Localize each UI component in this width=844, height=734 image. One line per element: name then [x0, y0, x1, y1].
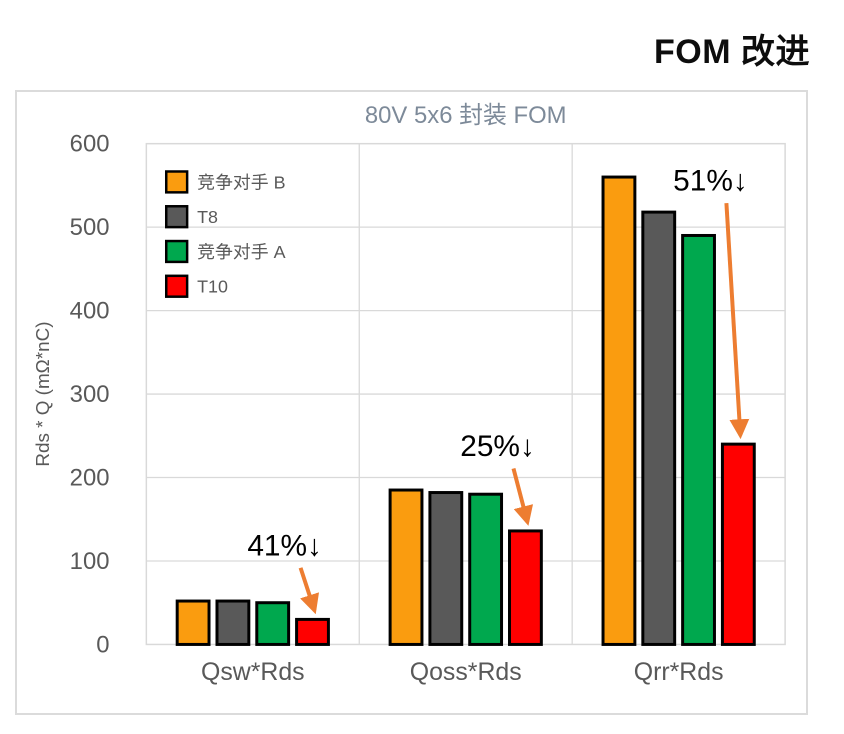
legend: 竞争对手 B T8 竞争对手 A T10: [164, 170, 286, 298]
annotation-arrow: [724, 202, 750, 440]
bar-竞争对手 B-Qsw*Rds: [175, 599, 211, 646]
legend-swatch-icon: [164, 205, 189, 229]
legend-label: 竞争对手 A: [197, 242, 286, 262]
page-title: FOM 改进: [654, 33, 810, 71]
legend-swatch-icon: [164, 274, 189, 298]
y-tick-label: 300: [70, 381, 110, 408]
chart-container: 80V 5x6 封装 FOM Rds * Q (mΩ*nC) 0 100 200 300 4…: [15, 90, 808, 715]
bar-T10-Qoss*Rds: [508, 529, 543, 646]
legend-item: 竞争对手 A: [164, 239, 286, 264]
annotation-arrow: [511, 467, 534, 526]
annotation-arrow: [298, 567, 320, 615]
bar-T10-Qsw*Rds: [295, 617, 330, 646]
bar-竞争对手 A-Qsw*Rds: [255, 601, 291, 646]
bar-T10-Qrr*Rds: [720, 442, 756, 646]
chart-title: 80V 5x6 封装 FOM: [365, 102, 567, 129]
bar-T8-Qoss*Rds: [428, 491, 464, 646]
y-axis-label: Rds * Q (mΩ*nC): [33, 322, 54, 467]
legend-swatch-icon: [164, 170, 189, 194]
bar-T8-Qsw*Rds: [215, 599, 251, 646]
legend-label: 竞争对手 B: [197, 172, 285, 192]
legend-item: 竞争对手 B: [164, 170, 286, 194]
bar-T8-Qrr*Rds: [641, 210, 677, 646]
fom-bar-chart: 80V 5x6 封装 FOM Rds * Q (mΩ*nC) 0 100 200 300 4…: [33, 102, 786, 686]
bar-竞争对手 A-Qrr*Rds: [681, 233, 716, 646]
annotation-label: 41%↓: [247, 529, 322, 562]
y-tick-label: 600: [70, 131, 110, 158]
x-category-label: Qrr*Rds: [634, 659, 724, 686]
legend-item: T10: [164, 274, 228, 298]
legend-item: T8: [164, 205, 218, 229]
legend-swatch-icon: [164, 239, 189, 264]
legend-label: T8: [197, 207, 218, 227]
plot-border: [145, 142, 786, 646]
bar-竞争对手 B-Qoss*Rds: [388, 488, 424, 646]
legend-label: T10: [197, 277, 228, 297]
bar-竞争对手 A-Qoss*Rds: [468, 492, 504, 646]
annotation-label: 25%↓: [460, 430, 535, 463]
y-tick-label: 100: [70, 548, 110, 575]
y-tick-label: 200: [70, 464, 110, 491]
x-category-label: Qoss*Rds: [410, 659, 522, 686]
y-tick-label: 0: [96, 631, 109, 658]
annotation-label: 51%↓: [673, 165, 748, 198]
x-category-label: Qsw*Rds: [201, 659, 305, 686]
y-tick-label: 400: [70, 298, 110, 325]
bar-竞争对手 B-Qrr*Rds: [601, 175, 637, 646]
y-tick-label: 500: [70, 214, 110, 241]
